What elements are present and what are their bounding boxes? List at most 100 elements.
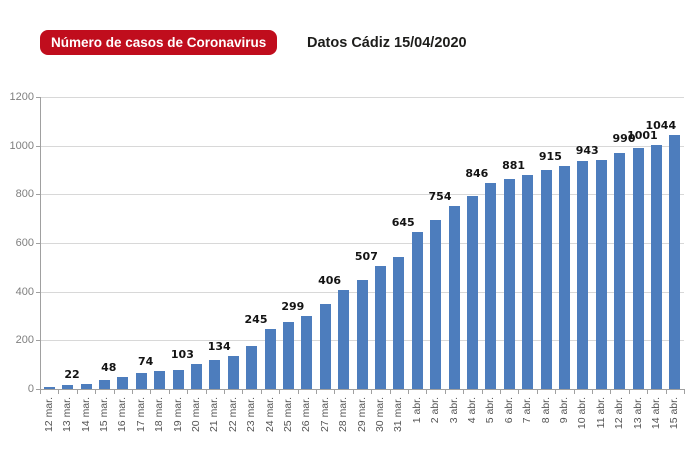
x-axis-tick [352,390,354,394]
x-axis-label: 1 abr. [410,397,423,424]
bar [632,148,644,389]
x-axis-label: 16 mar. [116,397,129,433]
x-axis-label: 6 abr. [502,397,515,424]
y-axis-label: 1200 [9,91,34,103]
y-axis-label: 0 [27,383,34,395]
bar-value-label: 134 [207,340,231,354]
x-axis-tick [150,390,152,394]
bar-value-label: 507 [354,249,378,263]
x-axis-label: 29 mar. [355,397,368,433]
x-axis-tick [371,390,373,394]
x-axis-label: 12 abr. [613,397,626,430]
x-axis-tick [481,390,483,394]
x-axis-label: 15 mar. [97,397,110,433]
bar [135,373,147,389]
x-axis-tick [426,390,428,394]
x-axis-tick [297,390,299,394]
x-axis-label: 14 abr. [649,397,662,430]
bar [485,183,497,389]
x-axis-label: 17 mar. [134,397,147,433]
x-axis-tick [647,390,649,394]
x-axis-tick [58,390,60,394]
x-axis-label: 26 mar. [300,397,313,433]
x-axis-label: 25 mar. [281,397,294,433]
bar-value-label: 406 [318,274,342,288]
bar [43,386,55,389]
gridline [41,145,684,147]
y-axis-label: 600 [15,237,34,249]
x-axis-label: 14 mar. [79,397,92,433]
x-axis-label: 10 abr. [576,397,589,430]
bar [430,219,442,389]
x-axis-label: 27 mar. [318,397,331,433]
bar [558,166,570,389]
x-axis-tick [95,390,97,394]
bar-value-label: 990 [612,132,636,146]
x-axis-tick [555,390,557,394]
bar [503,179,515,389]
gridline [41,194,684,196]
x-axis-label: 15 abr. [668,397,681,430]
y-axis-label: 800 [15,188,34,201]
x-axis-tick [592,390,593,394]
x-axis-tick [205,390,207,394]
bar [62,384,74,389]
bar [319,304,331,389]
x-axis-label: 23 mar. [245,397,258,433]
bar [356,279,368,389]
bar [209,359,221,389]
x-axis-label: 21 mar. [208,397,221,433]
bar [374,265,386,389]
x-axis-tick [334,390,336,394]
bar [154,370,166,389]
bar-value-label: 754 [428,189,452,203]
x-axis-label: 24 mar. [263,397,276,433]
x-axis-tick [76,390,78,394]
title-badge: Número de casos de Coronavirus [40,30,278,55]
y-axis-tick [36,97,40,98]
x-axis-tick [40,390,41,394]
x-axis-label: 5 abr. [484,397,497,424]
x-axis-tick [242,390,244,394]
x-axis-tick [610,390,612,394]
bar-value-label: 299 [281,300,305,314]
x-axis-label: 20 mar. [189,397,202,433]
x-axis-label: 8 abr. [539,397,552,424]
x-axis-label: 9 abr. [557,397,570,424]
bar [393,257,405,389]
bar [595,159,607,389]
x-axis-tick [573,390,575,394]
x-axis-tick [389,390,391,394]
bar [190,363,202,389]
bar [227,356,239,389]
bar [448,205,460,389]
x-axis-tick [168,390,170,394]
bar [98,379,110,389]
y-axis-line [40,97,41,390]
x-axis-label: 19 mar. [171,397,184,433]
x-axis-tick [518,390,520,394]
x-axis-tick [684,390,685,394]
x-axis-label: 31 mar. [392,397,405,433]
bar [282,321,294,389]
bar-value-label: 103 [170,347,194,361]
chart-subtitle: Datos Cádiz 15/04/2020 [307,35,467,51]
y-axis-label: 400 [15,285,34,298]
x-axis-label: 28 mar. [337,397,350,433]
bar [540,170,552,389]
bar-value-label: 1001 [627,129,658,143]
bar [338,290,350,389]
y-axis-label: 200 [15,334,34,347]
x-axis-tick [113,390,115,394]
bar [80,383,92,389]
x-axis-tick [187,390,189,394]
x-axis-tick [444,390,446,394]
gridline [41,97,684,98]
y-axis-tick [36,291,40,293]
x-axis-label: 22 mar. [226,397,239,433]
bar-value-label: 915 [538,150,562,164]
x-axis-label: 30 mar. [373,397,386,433]
bar [614,152,626,389]
x-axis-tick [628,390,630,394]
